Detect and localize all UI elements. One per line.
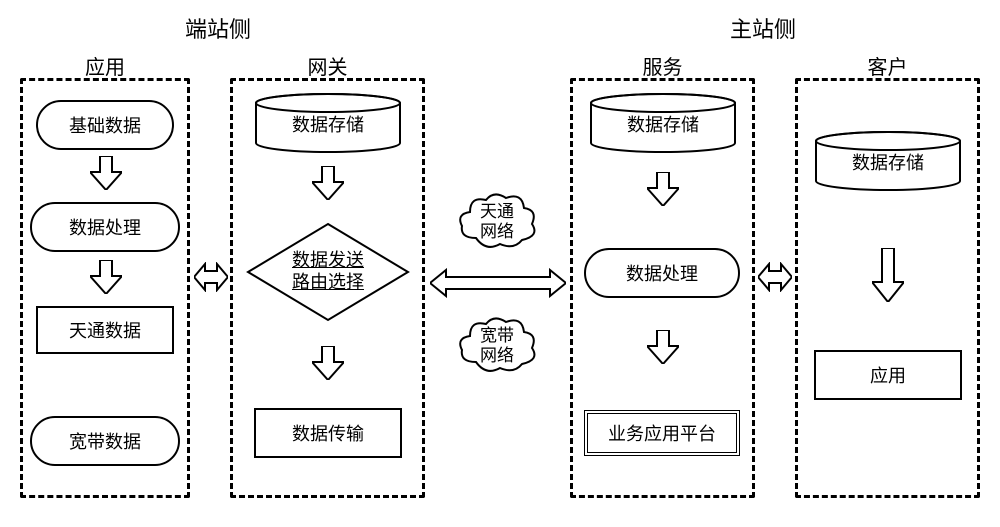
arrow-down-icon [312,166,344,200]
cloud-broadband: 宽带 网络 [456,312,538,380]
node-label: 基础数据 [69,112,141,138]
arrow-down-icon [90,156,122,190]
node-route-decision: 数据发送 路由选择 [246,222,410,322]
node-data-store-gateway: 数据存储 [254,92,402,154]
node-label: 数据传输 [292,420,364,446]
cloud-tiantong: 天通 网络 [456,188,538,256]
node-label: 数据存储 [627,111,699,137]
arrow-down-icon [312,346,344,380]
node-tiantong-data: 天通数据 [36,306,174,354]
arrow-down-icon [872,248,904,302]
node-label: 数据存储 [852,149,924,175]
group-gateway-title: 网关 [308,51,348,80]
bidir-arrow-icon [758,262,792,292]
node-label: 宽带数据 [69,428,141,454]
node-label: 天通数据 [69,317,141,343]
group-client-title: 客户 [868,51,908,80]
arrow-down-icon [647,330,679,364]
cloud-label: 天通 网络 [480,202,514,241]
node-broadband-data: 宽带数据 [30,416,180,466]
bidir-arrow-icon [430,268,566,298]
cloud-label: 宽带 网络 [480,326,514,365]
bidir-arrow-icon [194,262,228,292]
node-data-store-service: 数据存储 [589,92,737,154]
arrow-down-icon [647,172,679,206]
node-label: 数据处理 [626,260,698,286]
node-base-data: 基础数据 [36,100,174,150]
group-app-title: 应用 [85,51,125,80]
node-data-store-client: 数据存储 [814,130,962,192]
node-data-transfer: 数据传输 [254,408,402,458]
node-data-process-left: 数据处理 [30,202,180,252]
node-label: 应用 [870,362,906,388]
node-app-use: 应用 [814,350,962,400]
node-biz-platform: 业务应用平台 [584,410,740,456]
section-left-title: 端站侧 [185,12,251,44]
section-right-title: 主站侧 [730,12,796,44]
arrow-down-icon [90,260,122,294]
node-label: 数据处理 [69,214,141,240]
node-label: 数据发送 路由选择 [292,250,364,293]
node-data-process-right: 数据处理 [584,248,740,298]
group-service-title: 服务 [643,51,683,80]
node-label: 数据存储 [292,111,364,137]
node-label: 业务应用平台 [608,420,716,446]
